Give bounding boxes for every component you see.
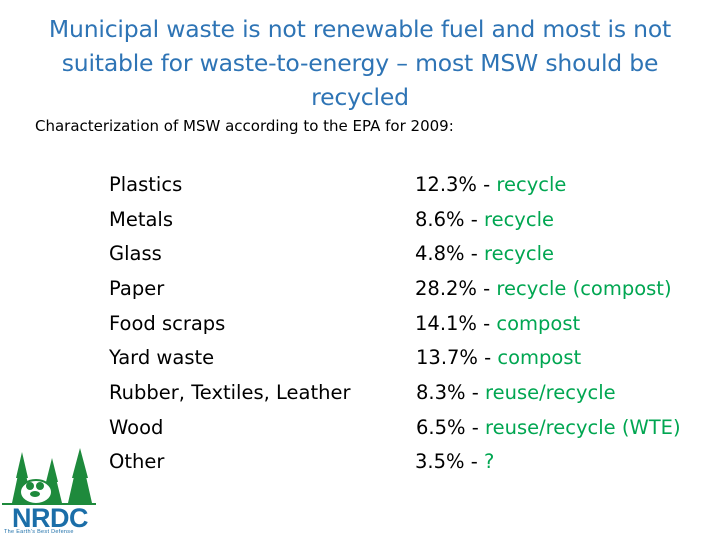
list-item: Other 3.5% - ? [0, 450, 720, 484]
disposal-action: ? [484, 450, 495, 473]
disposal-action: reuse/recycle (WTE) [485, 416, 681, 439]
category-label: Other [109, 450, 165, 473]
composition-value: 13.7% - compost [416, 346, 582, 369]
category-label: Food scraps [109, 312, 226, 335]
composition-value: 8.3% - reuse/recycle [416, 381, 616, 404]
composition-value: 14.1% - compost [415, 312, 581, 335]
disposal-action: reuse/recycle [485, 381, 616, 404]
category-label: Wood [109, 416, 164, 439]
composition-value: 12.3% - recycle [415, 173, 567, 196]
composition-value: 3.5% - ? [415, 450, 495, 473]
list-item: Glass 4.8% - recycle [0, 242, 720, 276]
composition-value: 28.2% - recycle (compost) [415, 277, 672, 300]
category-label: Glass [109, 242, 162, 265]
disposal-action: recycle [484, 208, 554, 231]
list-item: Food scraps 14.1% - compost [0, 312, 720, 346]
slide-title: Municipal waste is not renewable fuel an… [48, 15, 672, 111]
category-label: Yard waste [109, 346, 215, 369]
logo-tagline: The Earth's Best Defense [4, 529, 74, 535]
list-item: Paper 28.2% - recycle (compost) [0, 277, 720, 311]
list-item: Rubber, Textiles, Leather 8.3% - reuse/r… [0, 381, 720, 415]
category-label: Rubber, Textiles, Leather [109, 381, 351, 404]
composition-value: 4.8% - recycle [415, 242, 554, 265]
nrdc-logo: NRDC The Earth's Best Defense [0, 448, 100, 540]
disposal-action: recycle [484, 242, 554, 265]
list-item: Yard waste 13.7% - compost [0, 346, 720, 380]
list-item: Metals 8.6% - recycle [0, 208, 720, 242]
list-item: Plastics 12.3% - recycle [0, 173, 720, 207]
disposal-action: recycle [496, 173, 567, 196]
category-label: Plastics [109, 173, 183, 196]
logo-wordmark: NRDC [12, 503, 89, 533]
disposal-action: recycle (compost) [496, 277, 672, 300]
disposal-action: compost [497, 346, 582, 369]
category-label: Metals [109, 208, 173, 231]
tree-bear-icon [2, 448, 96, 505]
disposal-action: compost [496, 312, 581, 335]
category-label: Paper [109, 277, 165, 300]
composition-value: 6.5% - reuse/recycle (WTE) [416, 416, 681, 439]
composition-value: 8.6% - recycle [415, 208, 554, 231]
slide-subtitle: Characterization of MSW according to the… [35, 117, 454, 135]
list-item: Wood 6.5% - reuse/recycle (WTE) [0, 416, 720, 450]
